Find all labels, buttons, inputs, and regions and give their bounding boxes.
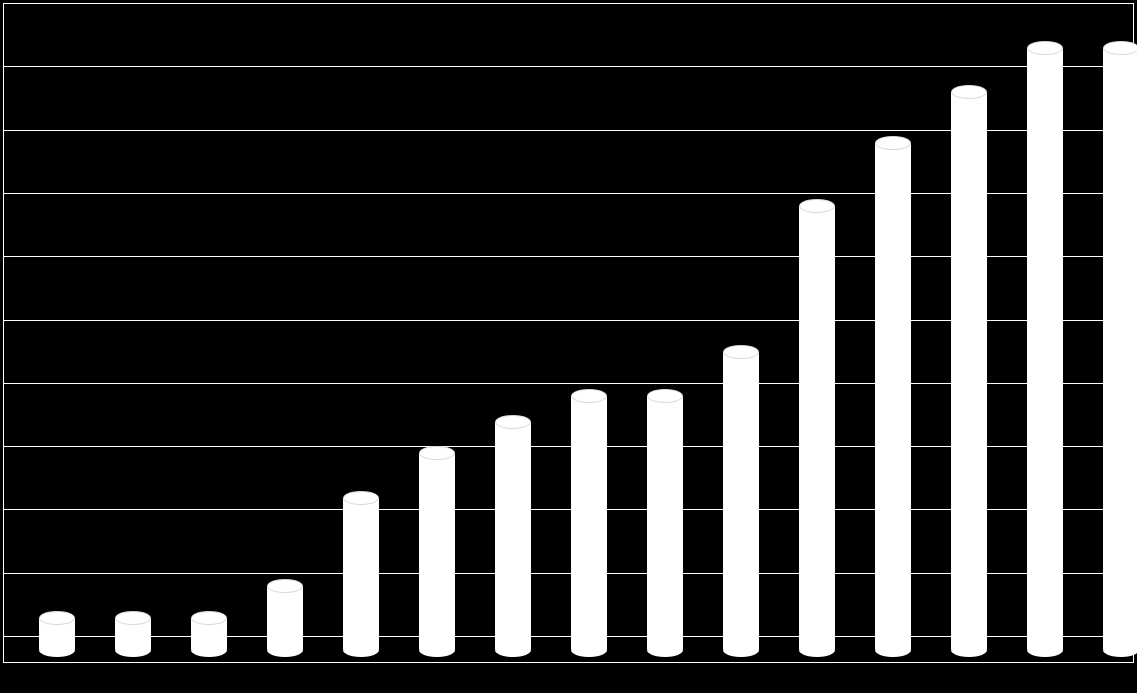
bar-base: [571, 643, 607, 657]
bar-chart: [0, 0, 1137, 693]
bar: [1027, 48, 1063, 649]
bar-cap: [1103, 41, 1137, 55]
gridline: [3, 66, 1134, 67]
bar: [1103, 48, 1137, 649]
bar-cap: [875, 136, 911, 150]
bar: [647, 396, 683, 649]
bar: [951, 92, 987, 649]
bar-base: [191, 643, 227, 657]
bar: [571, 396, 607, 649]
bar-base: [647, 643, 683, 657]
bar-cap: [723, 345, 759, 359]
bar-base: [875, 643, 911, 657]
bar-cap: [495, 415, 531, 429]
bar-base: [799, 643, 835, 657]
bar: [875, 143, 911, 649]
bar-base: [419, 643, 455, 657]
bar-cap: [343, 491, 379, 505]
bar: [799, 206, 835, 649]
bar: [723, 352, 759, 650]
bar-base: [723, 643, 759, 657]
bar-base: [267, 643, 303, 657]
gridline: [3, 3, 1134, 4]
bar-cap: [191, 611, 227, 625]
bar-base: [115, 643, 151, 657]
bar-base: [1103, 643, 1137, 657]
bar: [495, 422, 531, 650]
bar: [343, 498, 379, 650]
bar: [267, 586, 303, 649]
bar-base: [1027, 643, 1063, 657]
bar-cap: [39, 611, 75, 625]
floor-front-edge: [3, 662, 1134, 663]
bar-base: [951, 643, 987, 657]
bar-base: [495, 643, 531, 657]
bar: [419, 453, 455, 649]
bar-base: [343, 643, 379, 657]
bar-base: [39, 643, 75, 657]
bar-cap: [115, 611, 151, 625]
